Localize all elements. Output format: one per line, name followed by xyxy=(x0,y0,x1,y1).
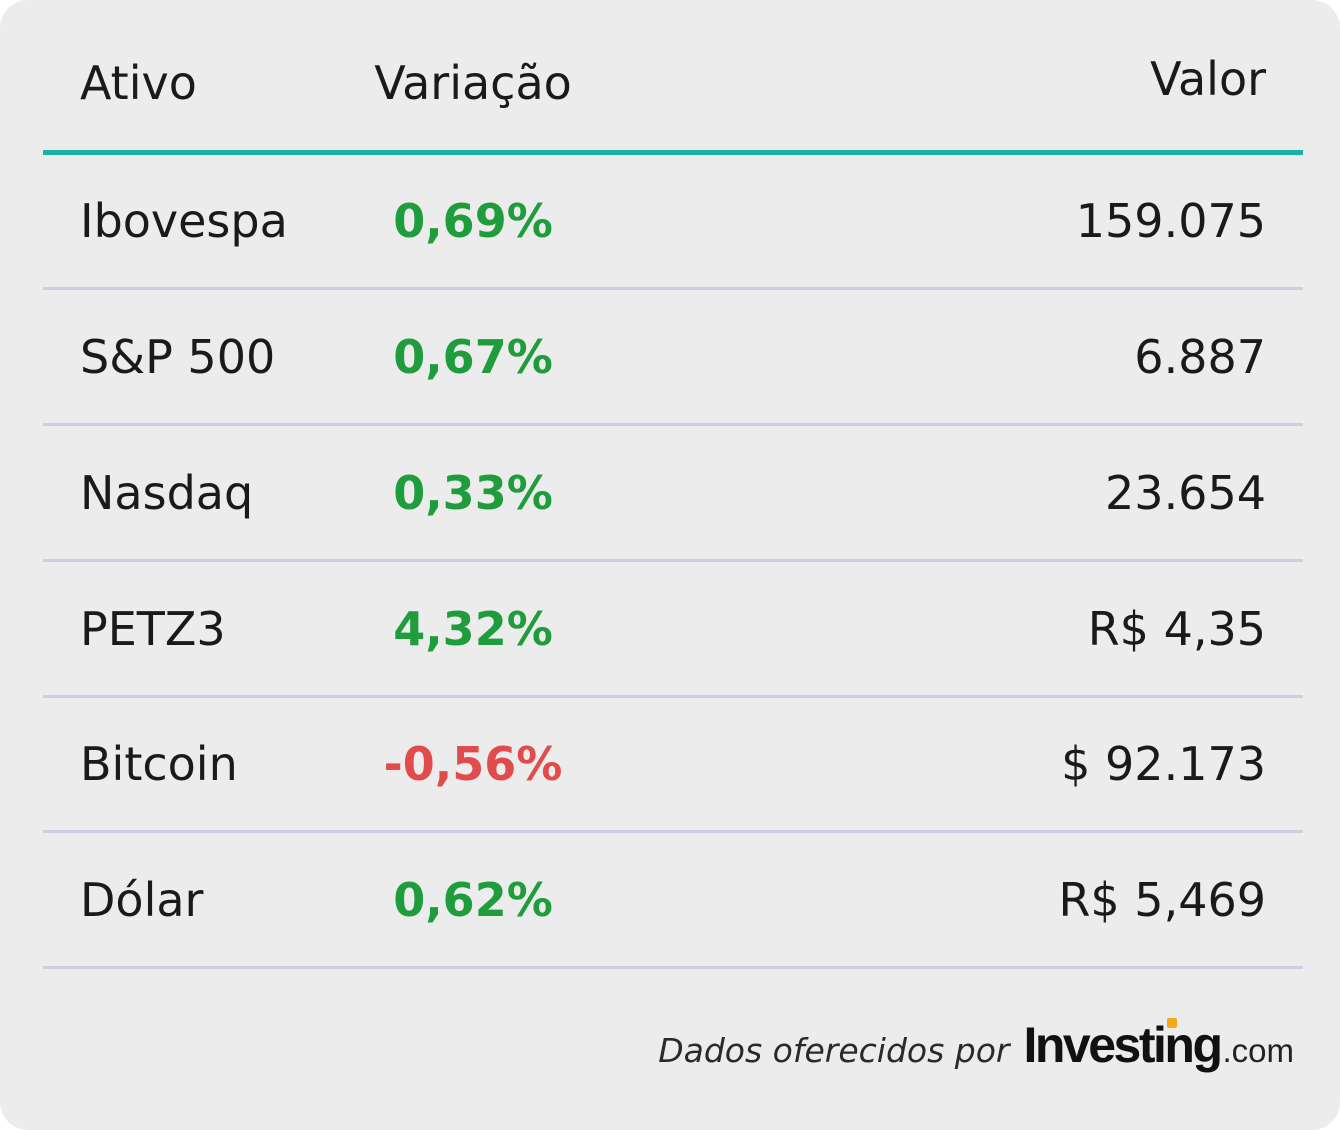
header-divider xyxy=(43,150,1303,155)
row-divider xyxy=(43,830,1303,833)
row-asset: Dólar xyxy=(80,873,204,927)
row-change: 4,32% xyxy=(393,602,553,656)
table-row: S&P 500 0,67% 6.887 xyxy=(43,291,1303,426)
attribution-text: Dados oferecidos por xyxy=(658,1031,1010,1070)
table-row: Nasdaq 0,33% 23.654 xyxy=(43,427,1303,562)
investing-logo-tld: .com xyxy=(1222,1032,1294,1069)
logo-accent-mark xyxy=(1166,1018,1177,1028)
row-change: 0,69% xyxy=(393,194,553,248)
table-row: Ibovespa 0,69% 159.075 xyxy=(43,155,1303,290)
row-change: 0,67% xyxy=(393,330,553,384)
row-asset: Bitcoin xyxy=(80,737,238,791)
row-asset: Nasdaq xyxy=(80,466,254,520)
header-change: Variação xyxy=(374,56,572,110)
row-value: 159.075 xyxy=(1075,194,1266,248)
investing-logo-brand: Investing xyxy=(1023,1017,1223,1073)
header-value: Valor xyxy=(1150,52,1266,106)
row-asset: Ibovespa xyxy=(80,194,288,248)
row-asset: S&P 500 xyxy=(80,330,276,384)
row-divider xyxy=(43,695,1303,698)
row-divider xyxy=(43,423,1303,426)
row-asset: PETZ3 xyxy=(80,602,226,656)
data-attribution: Dados oferecidos por Investing .com xyxy=(658,1016,1294,1076)
table-row: Bitcoin -0,56% $ 92.173 xyxy=(43,698,1303,833)
row-value: 6.887 xyxy=(1134,330,1266,384)
row-value: $ 92.173 xyxy=(1061,737,1266,791)
row-divider xyxy=(43,966,1303,969)
row-value: R$ 4,35 xyxy=(1087,602,1266,656)
investing-logo[interactable]: Investing .com xyxy=(1024,1016,1295,1074)
row-value: 23.654 xyxy=(1105,466,1266,520)
row-divider xyxy=(43,559,1303,562)
table-header: Ativo Variação Valor xyxy=(43,0,1303,156)
header-asset: Ativo xyxy=(80,56,197,110)
table-row: Dólar 0,62% R$ 5,469 xyxy=(43,834,1303,969)
row-value: R$ 5,469 xyxy=(1058,873,1266,927)
row-change: -0,56% xyxy=(383,737,563,791)
row-change: 0,62% xyxy=(393,873,553,927)
table-row: PETZ3 4,32% R$ 4,35 xyxy=(43,563,1303,698)
row-change: 0,33% xyxy=(393,466,553,520)
row-divider xyxy=(43,287,1303,290)
